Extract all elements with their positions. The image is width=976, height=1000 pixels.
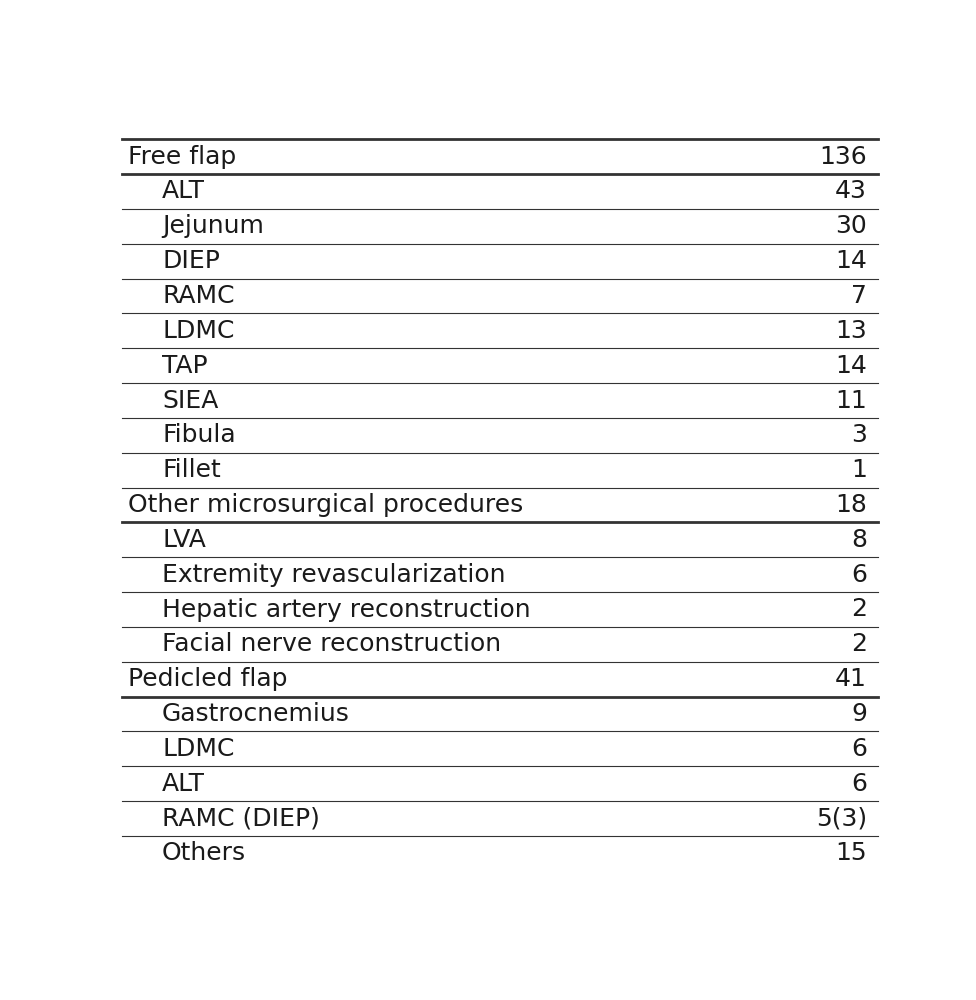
Text: LVA: LVA: [162, 528, 206, 552]
Text: 9: 9: [851, 702, 867, 726]
Text: Jejunum: Jejunum: [162, 214, 264, 238]
Text: SIEA: SIEA: [162, 389, 219, 413]
Text: Others: Others: [162, 841, 246, 865]
Text: Pedicled flap: Pedicled flap: [128, 667, 288, 691]
Text: RAMC (DIEP): RAMC (DIEP): [162, 806, 320, 830]
Text: 6: 6: [851, 563, 867, 587]
Text: TAP: TAP: [162, 354, 208, 378]
Text: 3: 3: [851, 423, 867, 447]
Text: Fibula: Fibula: [162, 423, 236, 447]
Text: LDMC: LDMC: [162, 319, 234, 343]
Text: 14: 14: [835, 354, 867, 378]
Text: 41: 41: [835, 667, 867, 691]
Text: 30: 30: [835, 214, 867, 238]
Text: Other microsurgical procedures: Other microsurgical procedures: [128, 493, 523, 517]
Text: 136: 136: [819, 145, 867, 169]
Text: 15: 15: [835, 841, 867, 865]
Text: DIEP: DIEP: [162, 249, 220, 273]
Text: 13: 13: [835, 319, 867, 343]
Text: RAMC: RAMC: [162, 284, 234, 308]
Text: Gastrocnemius: Gastrocnemius: [162, 702, 350, 726]
Text: Hepatic artery reconstruction: Hepatic artery reconstruction: [162, 597, 531, 621]
Text: Facial nerve reconstruction: Facial nerve reconstruction: [162, 632, 502, 656]
Text: 1: 1: [851, 458, 867, 482]
Text: Extremity revascularization: Extremity revascularization: [162, 563, 506, 587]
Text: 14: 14: [835, 249, 867, 273]
Text: Fillet: Fillet: [162, 458, 221, 482]
Text: ALT: ALT: [162, 180, 205, 204]
Text: 43: 43: [835, 180, 867, 204]
Text: 18: 18: [835, 493, 867, 517]
Text: 11: 11: [835, 389, 867, 413]
Text: 2: 2: [851, 632, 867, 656]
Text: 8: 8: [851, 528, 867, 552]
Text: 2: 2: [851, 597, 867, 621]
Text: LDMC: LDMC: [162, 737, 234, 761]
Text: 5(3): 5(3): [816, 806, 867, 830]
Text: 6: 6: [851, 772, 867, 796]
Text: ALT: ALT: [162, 772, 205, 796]
Text: 7: 7: [851, 284, 867, 308]
Text: 6: 6: [851, 737, 867, 761]
Text: Free flap: Free flap: [128, 145, 236, 169]
